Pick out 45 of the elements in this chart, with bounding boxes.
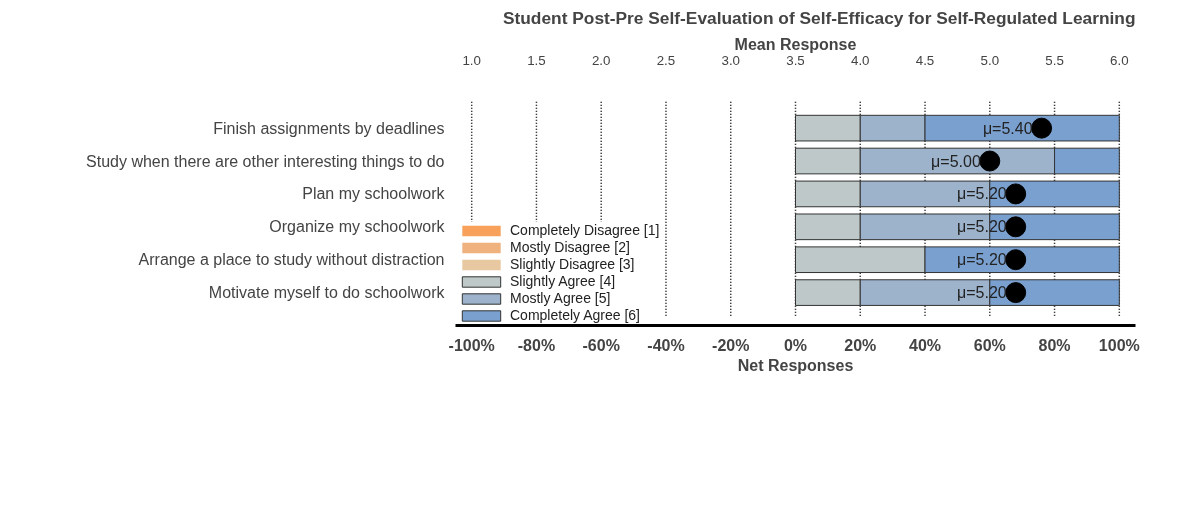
- x-tick-label: 0%: [783, 336, 808, 354]
- y-tick-label: Motivate myself to do schoolwork: [208, 284, 446, 302]
- x-tick-label: -20%: [712, 336, 750, 354]
- x-tick-label: 60%: [973, 336, 1006, 354]
- x2-tick-label: 3.0: [721, 52, 741, 68]
- x-tick-label: 20%: [844, 336, 877, 354]
- legend-label: Completely Agree [6]: [510, 307, 640, 323]
- x2-tick-label: 4.0: [851, 52, 870, 68]
- x2-tick-label: 4.5: [915, 52, 935, 68]
- x-tick-label: -40%: [647, 336, 685, 354]
- legend-label: Mostly Agree [5]: [510, 290, 611, 306]
- point: [1005, 249, 1027, 271]
- y-tick-label: Organize my schoolwork: [269, 218, 446, 236]
- point: [979, 150, 1001, 172]
- x2-tick-label: 1.5: [527, 52, 546, 68]
- legend-label: Slightly Disagree [3]: [510, 256, 635, 272]
- x-tick-label: -60%: [582, 336, 620, 354]
- x-tick-label: 40%: [909, 336, 942, 354]
- x2-tick-label: 2.5: [656, 52, 676, 68]
- data-label: μ=5.40: [982, 119, 1033, 137]
- point: [1005, 216, 1027, 238]
- y-tick-label: Plan my schoolwork: [302, 185, 446, 203]
- x2-tick-label: 6.0: [1110, 52, 1129, 68]
- x2-tick-label: 5.0: [980, 52, 1000, 68]
- y-tick-label: Arrange a place to study without distraction: [138, 251, 445, 269]
- chart-title: Student Post-Pre Self-Evaluation of Self-Efficacy for Self-Regulated Learning: [502, 7, 1136, 28]
- x-tick-label: -80%: [517, 336, 556, 354]
- x-tick-label: -100%: [448, 336, 495, 354]
- x2-tick-label: 5.5: [1045, 52, 1064, 68]
- x2-axis-title: Mean Response: [734, 35, 857, 53]
- x-axis-title: Net Responses: [737, 356, 854, 374]
- x-tick-label: 100%: [1098, 336, 1140, 354]
- point: [1005, 282, 1027, 304]
- y-tick-label: Finish assignments by deadlines: [213, 119, 445, 137]
- legend-label: Slightly Agree [4]: [510, 273, 616, 289]
- point: [1005, 183, 1027, 205]
- x2-tick-label: 1.0: [462, 52, 481, 68]
- data-label: μ=5.20: [956, 251, 1007, 269]
- x-tick-label: 80%: [1038, 336, 1071, 354]
- y-tick-label: Study when there are other interesting things to do: [86, 152, 445, 170]
- x2-tick-label: 3.5: [786, 52, 805, 68]
- legend-label: Mostly Disagree [2]: [510, 239, 630, 255]
- point: [1031, 117, 1053, 139]
- x2-tick-label: 2.0: [591, 52, 611, 68]
- legend-label: Completely Disagree [1]: [510, 222, 660, 238]
